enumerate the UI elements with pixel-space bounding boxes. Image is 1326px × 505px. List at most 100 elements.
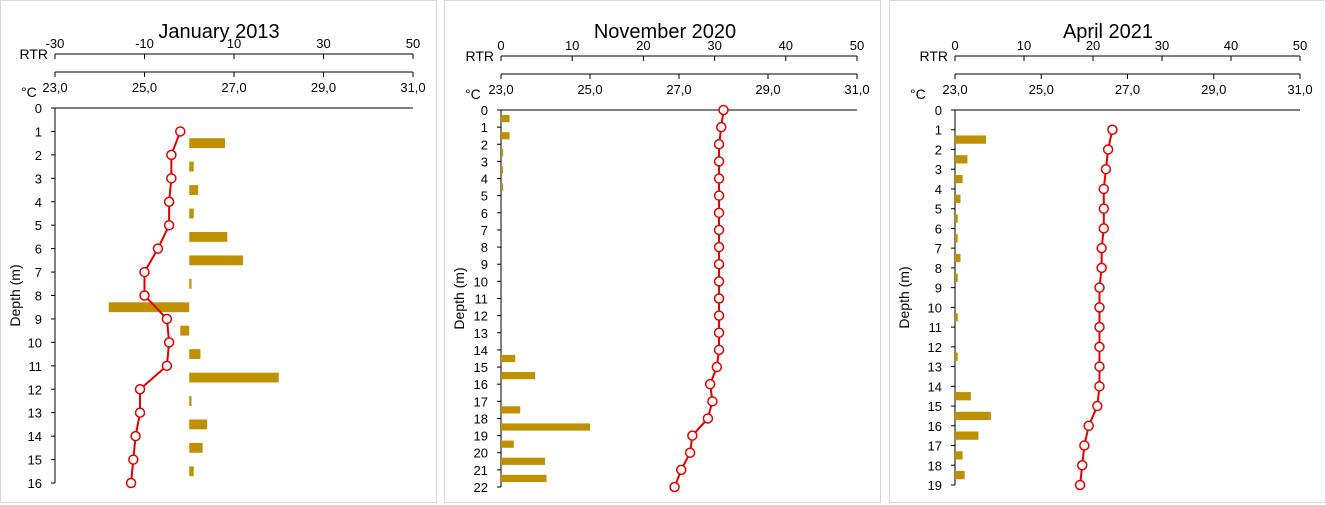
temperature-point	[128, 454, 139, 465]
depth-tick-label: 1	[481, 120, 488, 135]
rtr-tick-label: -10	[135, 36, 154, 51]
temperature-point	[1096, 242, 1107, 254]
rtr-bar	[501, 423, 590, 431]
rtr-tick-label: 50	[406, 36, 420, 51]
temperature-point	[1083, 420, 1094, 432]
rtr-bar	[501, 354, 516, 363]
depth-tick-label: 19	[928, 478, 942, 493]
depth-tick-label: 17	[474, 394, 488, 409]
temperature-point	[1096, 262, 1107, 274]
depth-axis-label: Depth (m)	[896, 266, 912, 328]
rtr-bar	[501, 149, 504, 157]
depth-tick-label: 13	[474, 326, 488, 341]
depth-tick-label: 0	[935, 103, 942, 118]
depth-tick-label: 18	[928, 458, 942, 473]
depth-tick-label: 6	[935, 221, 942, 236]
depth-tick-label: 15	[928, 399, 942, 414]
depth-axis-label: Depth (m)	[451, 267, 467, 329]
temp-tick-label: 27,0	[1115, 82, 1140, 97]
rtr-bar	[189, 208, 194, 219]
rtr-tick-label: 50	[850, 38, 864, 53]
rtr-bar	[501, 132, 510, 140]
rtr-bar	[189, 349, 201, 360]
depth-tick-label: 1	[935, 123, 942, 138]
temp-tick-label: 29,0	[755, 82, 780, 97]
rtr-bar	[501, 406, 521, 414]
depth-tick-label: 8	[935, 261, 942, 276]
rtr-bar	[955, 313, 958, 322]
depth-tick-label: 10	[28, 335, 42, 350]
depth-tick-label: 15	[28, 453, 42, 468]
temperature-point	[684, 447, 696, 458]
rtr-bar	[189, 161, 194, 172]
temperature-point	[1074, 479, 1086, 491]
rtr-tick-label: 30	[1155, 38, 1169, 53]
depth-tick-label: 13	[28, 406, 42, 421]
depth-tick-label: 3	[35, 171, 42, 186]
depth-tick-label: 7	[35, 265, 42, 280]
rtr-bar	[501, 114, 510, 123]
rtr-bar	[501, 183, 504, 191]
rtr-tick-label: 40	[1224, 38, 1238, 53]
depth-tick-label: 5	[935, 202, 942, 217]
rtr-bar	[955, 135, 987, 144]
temperature-point	[1098, 223, 1110, 234]
depth-tick-label: 3	[935, 162, 942, 177]
depth-tick-label: 16	[928, 419, 942, 434]
rtr-tick-label: 0	[497, 38, 504, 53]
rtr-bar	[955, 234, 958, 243]
rtr-tick-label: 10	[1017, 38, 1031, 53]
temperature-point	[1098, 183, 1110, 195]
rtr-tick-label: 20	[1086, 38, 1100, 53]
depth-tick-label: 18	[474, 411, 488, 426]
temp-tick-label: 29,0	[311, 80, 336, 95]
temperature-point	[166, 149, 177, 161]
depth-tick-label: 8	[35, 289, 42, 304]
rtr-bar	[955, 431, 979, 440]
depth-tick-label: 15	[474, 360, 488, 375]
depth-tick-label: 2	[35, 148, 42, 163]
depth-tick-label: 0	[481, 103, 488, 118]
depth-tick-label: 14	[474, 343, 488, 358]
depth-tick-label: 5	[481, 189, 488, 204]
temperature-point	[1094, 341, 1105, 353]
depth-tick-label: 7	[481, 223, 488, 238]
temp-axis-label: °C	[21, 84, 37, 100]
temperature-point	[669, 481, 680, 493]
temp-tick-label: 25,0	[1029, 82, 1054, 97]
rtr-tick-label: 30	[316, 36, 330, 51]
rtr-bar	[955, 470, 965, 480]
depth-tick-label: 9	[935, 281, 942, 296]
temperature-point	[713, 156, 725, 167]
depth-tick-label: 7	[935, 241, 942, 256]
rtr-bar	[955, 214, 958, 223]
temperature-point	[125, 477, 137, 489]
temperature-point	[687, 430, 698, 441]
temperature-point	[134, 407, 146, 418]
temperature-point	[1094, 282, 1105, 293]
temperature-point	[707, 396, 718, 407]
temperature-point	[1094, 321, 1105, 333]
rtr-bar	[955, 451, 963, 460]
depth-tick-label: 21	[474, 463, 488, 478]
rtr-bar	[955, 194, 961, 203]
temperature-point	[163, 337, 175, 348]
chart-title: November 2020	[594, 21, 736, 43]
temperature-point	[711, 361, 723, 373]
rtr-tick-label: 10	[227, 36, 241, 51]
temp-axis-label: °C	[910, 86, 926, 102]
rtr-bar	[955, 253, 961, 263]
depth-tick-label: 11	[475, 292, 489, 307]
rtr-bar	[501, 474, 547, 483]
temp-tick-label: 23,0	[42, 80, 67, 95]
temperature-point	[713, 190, 725, 201]
rtr-bar	[108, 302, 190, 313]
temperature-point	[713, 173, 725, 184]
temperature-point	[713, 258, 725, 270]
temperature-point	[713, 310, 725, 321]
temperature-point	[713, 327, 725, 339]
temperature-point	[152, 243, 164, 254]
temp-axis-label: °C	[465, 86, 481, 102]
